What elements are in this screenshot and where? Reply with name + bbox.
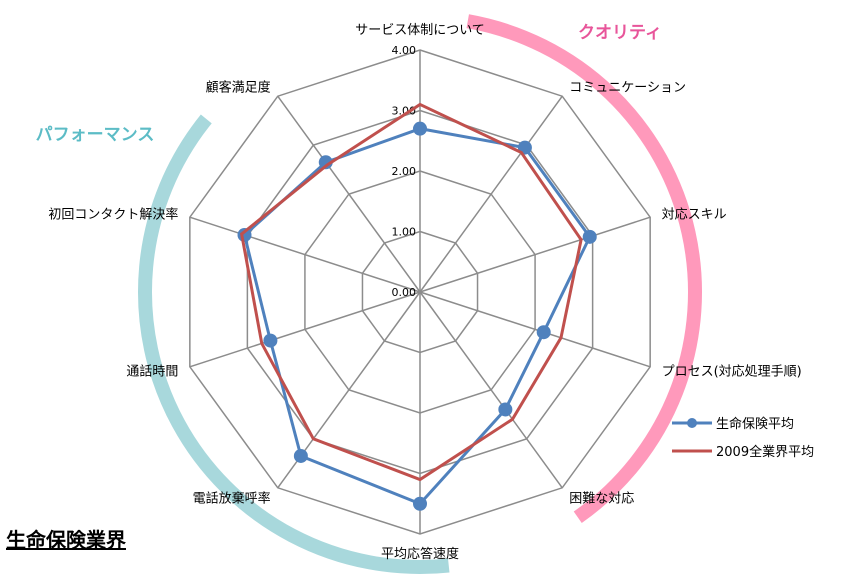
grid-spoke: [419, 216, 651, 293]
series-marker: [293, 448, 308, 463]
series-marker: [582, 229, 597, 244]
tick-label: 1.00: [392, 226, 417, 239]
category-label: 顧客満足度: [206, 80, 271, 96]
group-label-quality: クオリティ: [578, 23, 662, 43]
series-marker: [318, 155, 333, 170]
grid-spoke: [419, 95, 563, 293]
legend-label: 生命保険平均: [716, 416, 794, 432]
series-line-1: [239, 102, 583, 482]
category-label: 困難な対応: [569, 491, 634, 506]
legend-label: 2009全業界平均: [716, 444, 814, 460]
industry-label: 生命保険業界: [6, 528, 126, 552]
series-line-0: [242, 127, 592, 506]
group-arc-performance: [138, 114, 450, 574]
tick-label: 2.00: [392, 165, 417, 178]
grid-spoke: [189, 291, 421, 368]
category-label: コミュニケーション: [569, 81, 686, 96]
category-label: サービス体制について: [355, 23, 485, 38]
tick-label: 3.00: [392, 105, 417, 118]
series-marker: [536, 325, 551, 340]
grid-spoke: [277, 95, 421, 293]
tick-label: 0.00: [392, 286, 417, 299]
group-label-performance: パフォーマンス: [36, 125, 155, 145]
series-marker: [413, 496, 427, 511]
group-arc-quality: [466, 14, 702, 523]
category-label: プロセス(対応処理手順): [662, 364, 802, 379]
category-label: 初回コンタクト解決率: [48, 207, 178, 223]
series-marker: [498, 402, 513, 417]
tick-label: 4.00: [392, 44, 417, 57]
category-label: 電話放棄呼率: [193, 490, 271, 506]
series-marker: [263, 333, 278, 348]
grid-spoke: [419, 291, 563, 489]
series-marker: [413, 121, 427, 136]
legend-marker: [687, 418, 697, 428]
category-label: 通話時間: [126, 363, 178, 379]
grid-spoke: [419, 291, 651, 368]
category-label: 平均応答速度: [381, 546, 459, 562]
category-label: 対応スキル: [662, 208, 727, 223]
grid-spoke: [189, 216, 421, 293]
